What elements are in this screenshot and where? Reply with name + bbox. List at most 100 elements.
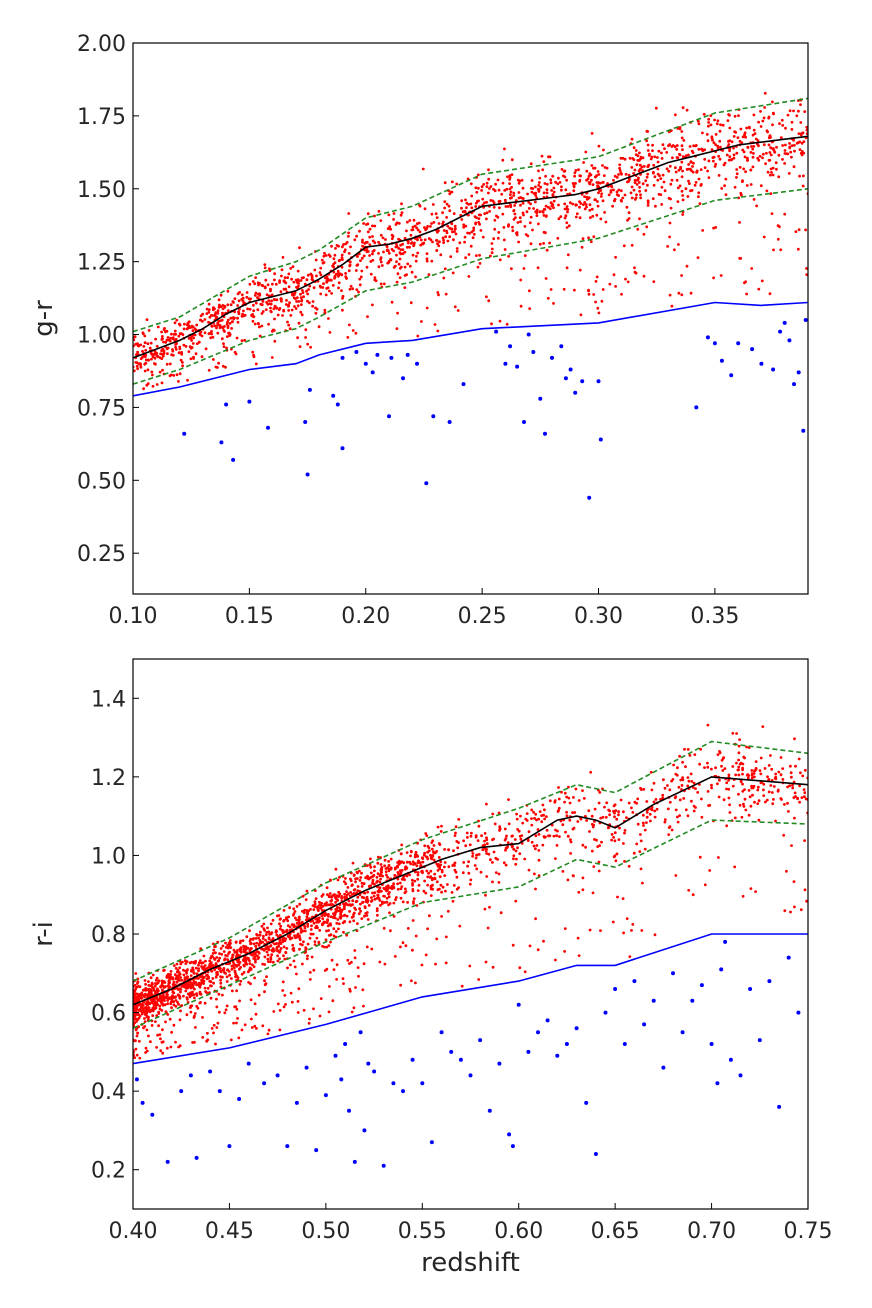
red-point xyxy=(499,911,503,915)
red-point xyxy=(292,923,296,927)
red-point xyxy=(641,813,645,817)
red-point xyxy=(180,978,184,982)
red-point xyxy=(298,936,302,940)
red-point xyxy=(300,313,304,317)
red-point xyxy=(550,189,553,192)
red-point xyxy=(433,877,437,881)
red-point xyxy=(137,995,140,998)
red-point xyxy=(435,850,438,853)
red-point xyxy=(312,968,316,972)
red-point xyxy=(465,206,468,210)
red-point xyxy=(735,172,739,176)
red-point xyxy=(674,808,678,812)
red-point xyxy=(474,186,478,190)
red-point xyxy=(426,857,430,861)
red-point xyxy=(273,278,276,282)
red-point xyxy=(340,908,344,912)
red-point xyxy=(421,242,425,246)
red-point xyxy=(505,187,509,191)
red-point xyxy=(467,253,471,256)
red-point xyxy=(273,298,277,302)
red-point xyxy=(573,811,577,814)
red-point xyxy=(498,258,502,262)
red-point xyxy=(517,191,521,194)
red-point xyxy=(691,893,695,897)
red-point xyxy=(783,909,787,913)
red-point xyxy=(436,291,440,294)
red-point xyxy=(400,885,404,888)
red-point xyxy=(431,854,435,858)
red-point xyxy=(745,745,748,749)
red-point xyxy=(762,794,766,797)
red-point xyxy=(136,1031,140,1035)
red-point xyxy=(588,172,592,176)
red-point xyxy=(301,962,304,966)
red-point xyxy=(356,263,360,267)
red-point xyxy=(387,892,390,896)
red-point xyxy=(287,285,291,289)
red-point xyxy=(148,1010,152,1014)
red-point xyxy=(166,336,170,339)
red-point xyxy=(409,233,413,237)
red-point xyxy=(443,181,447,185)
red-point xyxy=(212,981,216,985)
red-point xyxy=(452,884,456,887)
red-point xyxy=(168,997,172,1000)
red-point xyxy=(771,802,775,806)
red-point xyxy=(445,216,448,219)
red-point xyxy=(302,295,305,299)
red-point xyxy=(441,885,445,889)
red-point xyxy=(668,293,672,297)
red-point xyxy=(758,769,762,772)
red-point xyxy=(790,120,794,124)
red-point xyxy=(534,812,538,816)
red-point xyxy=(774,772,778,776)
red-point xyxy=(718,778,721,782)
red-point xyxy=(358,283,362,287)
red-point xyxy=(400,211,404,215)
red-point xyxy=(232,948,236,952)
red-point xyxy=(216,1021,220,1025)
red-point xyxy=(690,799,693,803)
red-point xyxy=(601,164,604,167)
red-point xyxy=(335,963,339,967)
red-point xyxy=(333,253,337,257)
red-point xyxy=(233,969,237,973)
red-point xyxy=(737,758,740,762)
red-point xyxy=(615,176,619,179)
red-point xyxy=(210,332,214,336)
red-point xyxy=(269,922,273,926)
red-point xyxy=(405,874,409,878)
red-point xyxy=(373,891,377,895)
red-point xyxy=(435,862,439,866)
red-point xyxy=(396,864,399,868)
red-point xyxy=(775,145,778,149)
red-point xyxy=(162,997,166,1001)
red-point xyxy=(537,181,541,184)
red-point xyxy=(669,206,673,210)
red-point xyxy=(328,255,332,258)
red-point xyxy=(235,950,239,954)
red-point xyxy=(258,933,262,937)
red-point xyxy=(688,145,692,148)
red-point xyxy=(188,961,192,965)
red-point xyxy=(329,878,332,882)
red-point xyxy=(174,995,178,999)
red-point xyxy=(380,264,384,267)
blue-point xyxy=(410,1057,415,1062)
red-point xyxy=(314,311,318,315)
red-point xyxy=(165,362,169,366)
red-point xyxy=(208,959,212,963)
red-point xyxy=(263,990,266,994)
red-point xyxy=(467,213,470,217)
red-point xyxy=(301,894,305,898)
red-point xyxy=(527,868,531,872)
red-point xyxy=(684,808,688,812)
red-point xyxy=(142,988,146,992)
red-point xyxy=(585,819,588,822)
x-tick-label: 0.60 xyxy=(494,1219,543,1244)
red-point xyxy=(653,815,657,819)
red-point xyxy=(621,897,625,900)
red-point xyxy=(643,847,647,851)
red-point xyxy=(133,335,137,339)
